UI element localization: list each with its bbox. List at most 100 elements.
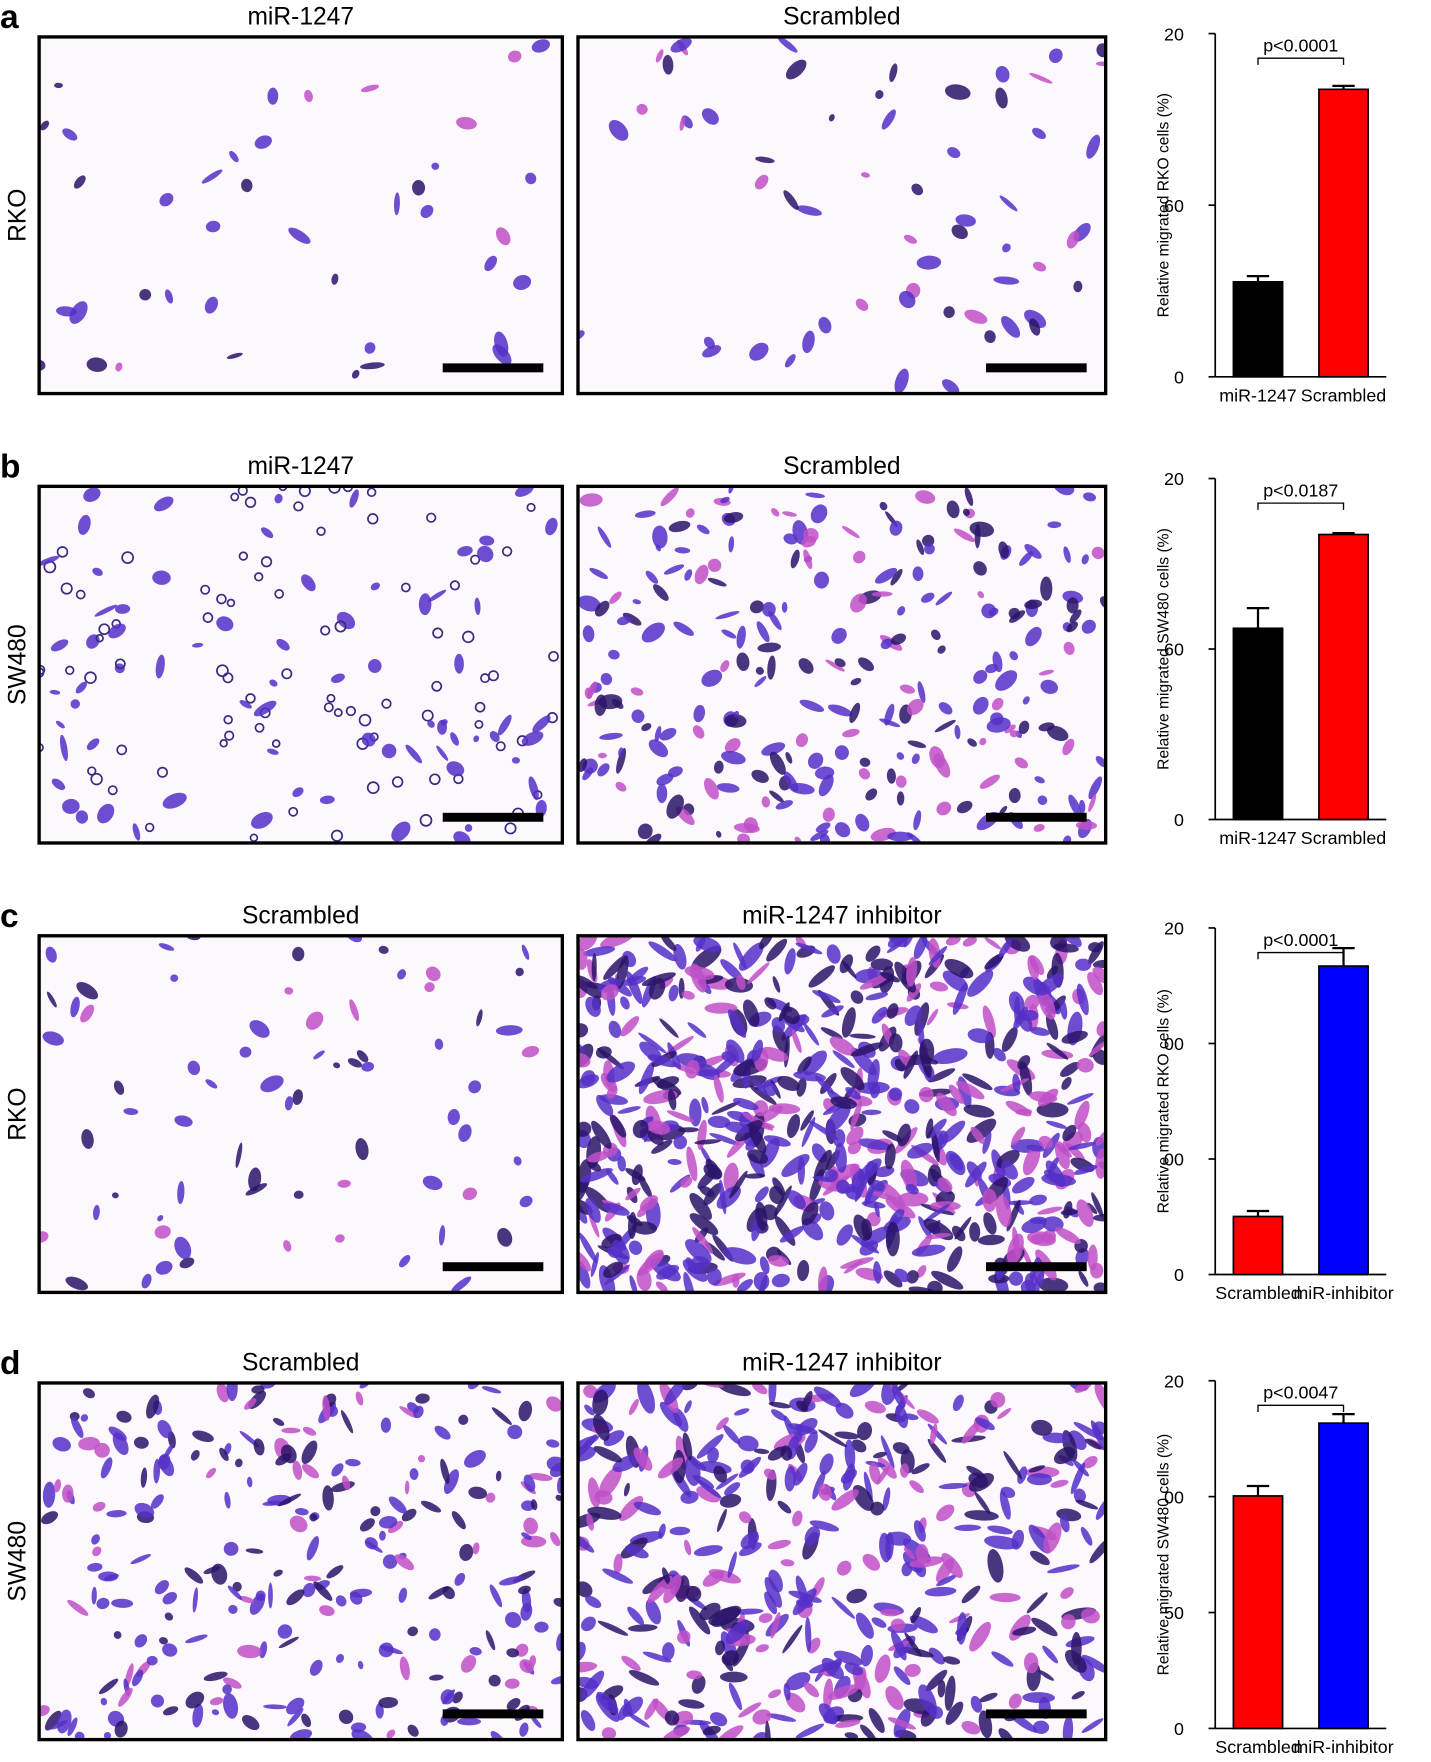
cell xyxy=(593,1446,623,1463)
cell xyxy=(931,1270,964,1290)
cell xyxy=(969,521,995,537)
cell xyxy=(245,693,256,704)
cell xyxy=(819,1201,835,1221)
cell xyxy=(984,330,996,344)
cell xyxy=(254,722,265,733)
cell xyxy=(253,700,277,717)
row-label: RKO xyxy=(5,1087,32,1140)
cell xyxy=(616,616,631,626)
cell xyxy=(268,1582,273,1609)
cell xyxy=(625,1187,641,1201)
cell xyxy=(738,1542,762,1557)
cell xyxy=(407,1626,419,1637)
cell xyxy=(1024,994,1040,1010)
y-axis-title: Relative migrated SW480 cells (%) xyxy=(1155,1434,1172,1676)
cell xyxy=(211,1709,220,1716)
cell xyxy=(678,1699,705,1709)
cell xyxy=(139,289,152,301)
cell xyxy=(996,1194,1012,1228)
cell xyxy=(1008,787,1021,804)
cell xyxy=(780,1445,793,1461)
cell xyxy=(797,1056,812,1074)
cell xyxy=(242,1715,260,1731)
cell xyxy=(104,1573,119,1581)
cell xyxy=(1038,669,1054,676)
cell xyxy=(283,1240,292,1252)
cell xyxy=(617,1106,641,1114)
cell xyxy=(713,1074,724,1103)
cell xyxy=(936,1504,955,1522)
cell xyxy=(577,595,601,612)
cell xyxy=(594,600,610,617)
cell xyxy=(1084,1438,1102,1450)
cell xyxy=(743,999,760,1027)
cell xyxy=(642,1576,667,1595)
cell xyxy=(577,1260,591,1289)
cell xyxy=(599,732,623,740)
cell xyxy=(828,114,835,122)
cell xyxy=(768,1103,801,1115)
cell xyxy=(660,487,679,507)
cell xyxy=(705,1158,721,1179)
cell xyxy=(818,1703,838,1725)
cell xyxy=(805,1616,812,1653)
cell xyxy=(703,336,715,349)
cell xyxy=(581,1616,596,1632)
cell xyxy=(849,1382,877,1398)
cell xyxy=(582,946,616,957)
cell xyxy=(1047,521,1062,529)
cell xyxy=(323,702,334,713)
cell xyxy=(75,589,86,600)
cell xyxy=(1093,1282,1106,1293)
bar xyxy=(1232,1495,1284,1730)
cell xyxy=(277,1493,302,1507)
cell xyxy=(979,737,987,746)
cell xyxy=(831,627,847,644)
cell xyxy=(627,1211,637,1239)
cell xyxy=(597,1047,625,1070)
cell xyxy=(284,987,294,995)
cell xyxy=(837,1560,852,1576)
cell xyxy=(59,734,68,762)
cell xyxy=(495,741,506,752)
cell xyxy=(90,772,103,786)
cell xyxy=(840,1468,857,1484)
cell xyxy=(711,1605,742,1627)
cell xyxy=(956,1612,967,1645)
cell xyxy=(313,1050,325,1060)
cell xyxy=(1083,492,1097,502)
cell xyxy=(456,116,477,130)
cell xyxy=(622,975,647,986)
cell xyxy=(333,708,343,718)
cell xyxy=(1080,1526,1093,1546)
cell xyxy=(1062,738,1075,756)
cell xyxy=(728,1682,742,1711)
cell xyxy=(879,501,888,511)
cell xyxy=(146,1394,160,1419)
cell xyxy=(805,492,825,499)
cell xyxy=(795,942,823,955)
cell xyxy=(164,289,174,304)
cell xyxy=(904,1099,920,1114)
cell xyxy=(899,684,915,694)
cell xyxy=(719,1493,742,1508)
cell xyxy=(618,747,624,757)
cell xyxy=(209,1697,224,1706)
cell xyxy=(192,1703,204,1728)
cell xyxy=(886,768,896,784)
cell xyxy=(754,174,769,190)
cell xyxy=(485,1630,496,1651)
cell xyxy=(162,792,187,809)
cell xyxy=(832,1050,855,1069)
cell xyxy=(1081,1608,1100,1624)
cell xyxy=(693,1545,723,1557)
cell xyxy=(92,1546,102,1557)
p-value: p<0.0001 xyxy=(1263,930,1338,950)
micrograph xyxy=(39,1382,563,1740)
cell xyxy=(228,1604,238,1614)
cell xyxy=(511,757,520,764)
cell xyxy=(842,728,860,738)
cell xyxy=(251,1385,265,1394)
cell xyxy=(1034,776,1045,784)
cell xyxy=(424,982,435,993)
